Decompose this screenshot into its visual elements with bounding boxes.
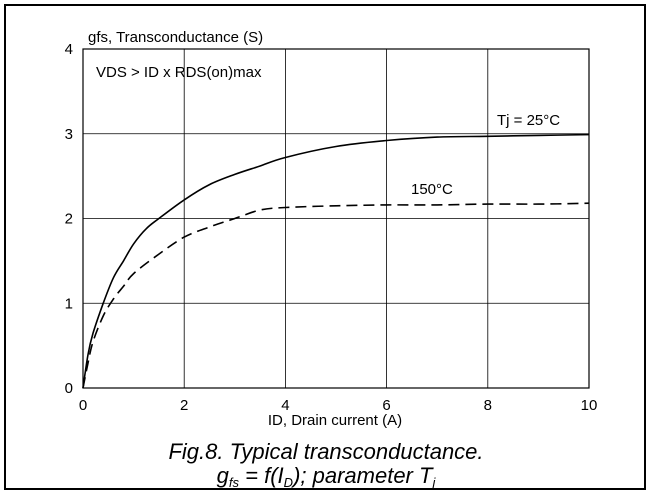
caption-sub-j: j (432, 475, 436, 490)
x-tick-label: 8 (484, 397, 492, 414)
x-axis-label: ID, Drain current (A) (268, 412, 402, 429)
figure-frame (4, 4, 646, 490)
caption-mid: = f(I (239, 463, 284, 488)
figure-caption-formula: gfs = f(ID); parameter Tj (0, 464, 652, 495)
series-line-150c (82, 202, 590, 389)
tick-labels: 0 2 4 6 8 10 0 1 2 3 4 (65, 41, 598, 414)
grid (83, 49, 589, 388)
plot-area-border (82, 48, 590, 389)
caption-sub-d: D (283, 475, 294, 490)
y-tick-label: 0 (65, 380, 73, 397)
x-tick-label: 4 (281, 397, 289, 414)
x-tick-label: 0 (79, 397, 87, 414)
y-tick-label: 2 (65, 211, 73, 228)
y-tick-label: 1 (65, 295, 73, 312)
x-tick-label: 2 (180, 397, 188, 414)
y-axis-label: gfs, Transconductance (S) (88, 29, 263, 46)
series-label-150c: 150°C (411, 181, 453, 198)
curves (82, 133, 590, 389)
transconductance-chart: 0 2 4 6 8 10 0 1 2 3 4 gfs, Transconductance (S) V… (65, 29, 598, 429)
series-line-25c (82, 133, 590, 389)
caption-g: g (216, 463, 229, 488)
caption-sub-fs: fs (228, 475, 240, 490)
series-label-25c: Tj = 25°C (497, 112, 560, 129)
x-tick-label: 6 (382, 397, 390, 414)
y-tick-label: 3 (65, 126, 73, 143)
x-tick-label: 10 (581, 397, 598, 414)
y-tick-label: 4 (65, 41, 73, 58)
condition-note: VDS > ID x RDS(on)max (96, 64, 262, 81)
caption-after: ); parameter T (293, 463, 433, 488)
figure-caption-title: Fig.8. Typical transconductance. (168, 439, 484, 464)
